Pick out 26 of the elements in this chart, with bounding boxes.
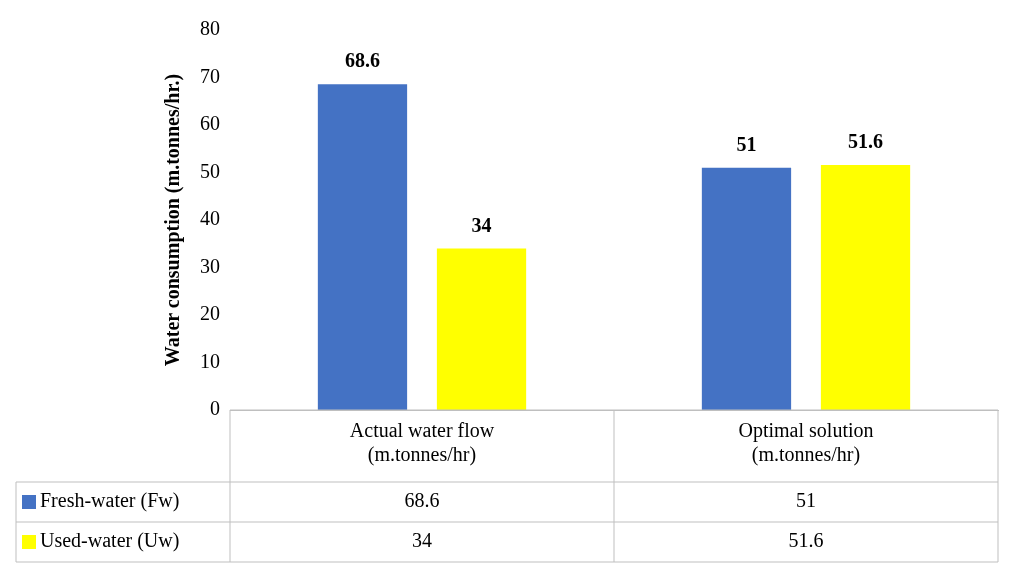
bar [317,84,408,410]
y-tick-label: 80 [200,17,220,40]
y-tick-label: 50 [200,159,220,182]
y-tick-label: 70 [200,64,220,87]
y-tick-label: 60 [200,112,220,135]
y-tick-label: 0 [210,397,220,420]
legend-label: Fresh-water (Fw) [40,489,180,513]
data-label: 51 [796,489,816,512]
bar [436,248,527,410]
legend-label: Used-water (Uw) [40,529,180,553]
data-label: 68.6 [404,489,440,512]
x-tick-label: Actual water flow (m.tonnes/hr) [349,419,495,467]
y-tick-label: 30 [200,254,220,277]
x-tick-label: Optimal solution (m.tonnes/hr) [738,419,874,467]
y-tick-label: 20 [200,302,220,325]
text: 51 [736,132,757,155]
bar [701,167,792,410]
y-tick-label: 10 [200,349,220,372]
data-label: 34 [412,529,432,552]
y-axis-title: Water consumption (m.tonnes/hr.) [161,73,185,367]
bar [820,164,911,410]
text: 51.6 [848,130,884,153]
y-tick-label: 40 [200,207,220,230]
text: 34 [471,213,492,236]
data-label: 51.6 [788,529,824,552]
text: 68.6 [344,49,380,72]
